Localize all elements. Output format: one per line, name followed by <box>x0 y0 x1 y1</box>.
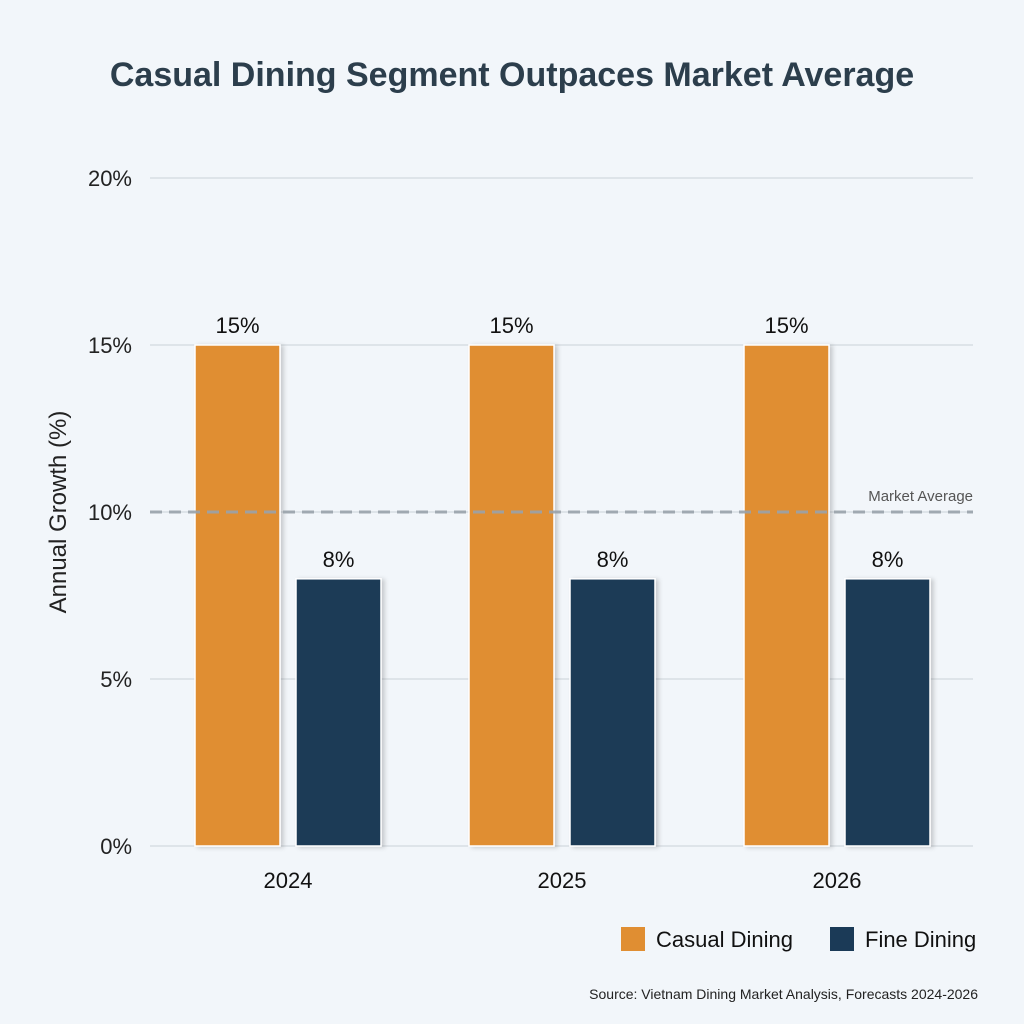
y-tick-label: 0% <box>100 834 132 859</box>
data-label: 15% <box>215 313 259 338</box>
x-tick-label: 2026 <box>813 868 862 893</box>
data-label: 8% <box>597 547 629 572</box>
y-tick-label: 5% <box>100 667 132 692</box>
chart-title: Casual Dining Segment Outpaces Market Av… <box>109 56 915 94</box>
bar-casual-dining <box>743 344 830 847</box>
bar-fine-dining <box>295 578 382 847</box>
data-label: 8% <box>323 547 355 572</box>
y-axis-label: Annual Growth (%) <box>45 411 72 614</box>
data-label: 8% <box>872 547 904 572</box>
legend-swatch <box>621 927 645 951</box>
x-tick-label: 2025 <box>538 868 587 893</box>
source-note: Source: Vietnam Dining Market Analysis, … <box>589 986 978 1002</box>
bar-fine-dining <box>569 578 656 847</box>
y-tick-label: 20% <box>88 166 132 191</box>
market-average-label: Market Average <box>868 488 973 505</box>
legend-swatch <box>830 927 854 951</box>
legend-label: Fine Dining <box>865 927 976 952</box>
bar-casual-dining <box>468 344 555 847</box>
legend-label: Casual Dining <box>656 927 793 952</box>
y-tick-label: 10% <box>88 500 132 525</box>
data-label: 15% <box>764 313 808 338</box>
bar-casual-dining <box>194 344 281 847</box>
data-label: 15% <box>489 313 533 338</box>
x-tick-label: 2024 <box>264 868 313 893</box>
y-tick-label: 15% <box>88 333 132 358</box>
bar-fine-dining <box>844 578 931 847</box>
